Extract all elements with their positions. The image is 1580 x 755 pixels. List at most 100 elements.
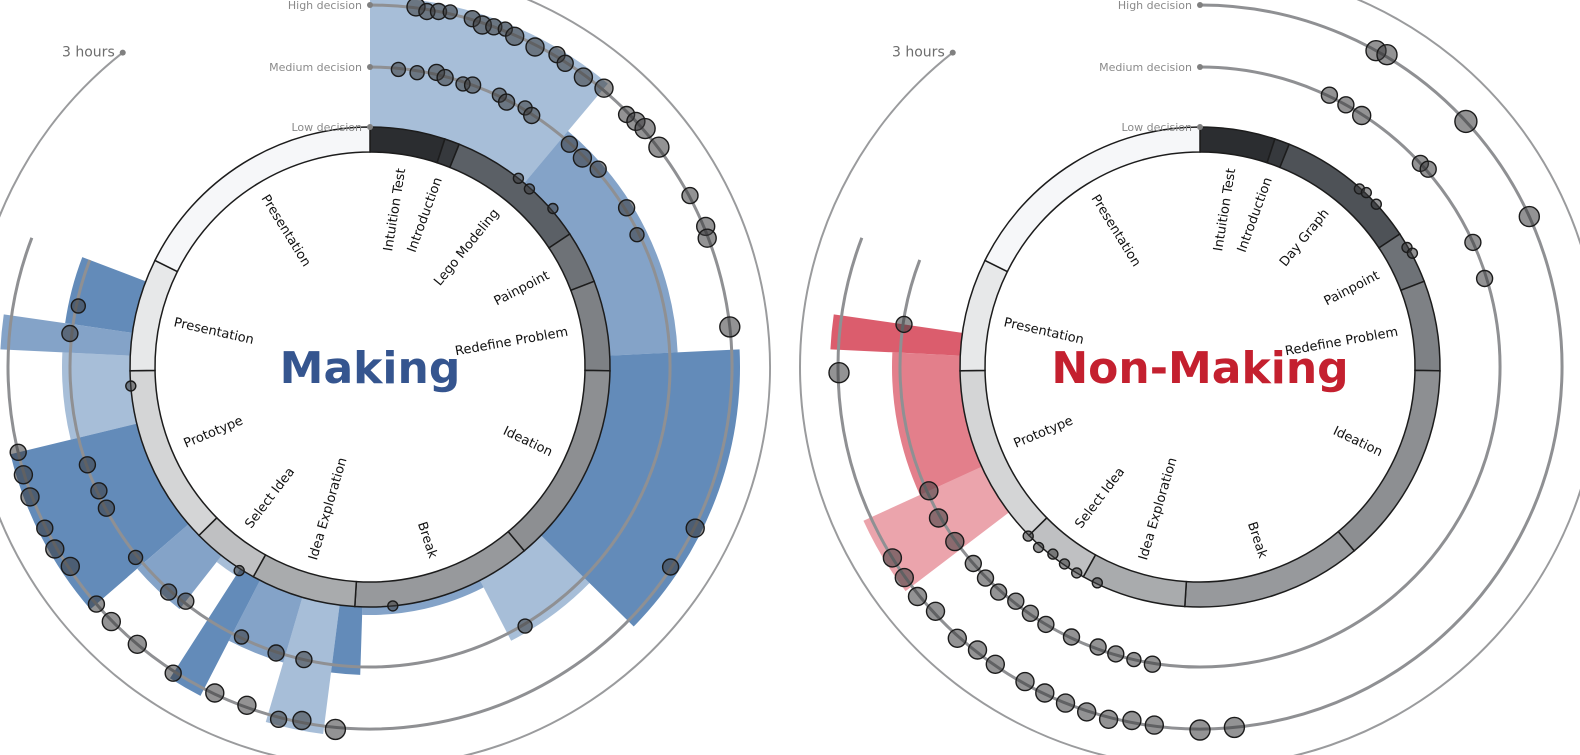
decision-point — [967, 640, 988, 660]
phase-ring — [129, 126, 611, 608]
decision-point — [573, 67, 594, 87]
decision-point — [907, 586, 928, 607]
decision-point — [512, 172, 525, 185]
decision-point — [390, 61, 407, 78]
phase-label: Select Idea — [1072, 465, 1128, 532]
time-ring — [0, 0, 771, 755]
decision-band — [10, 423, 189, 610]
decision-point — [697, 228, 717, 248]
decision-point — [1047, 548, 1059, 560]
phase-label: Painpoint — [1322, 268, 1382, 309]
level-marker — [367, 64, 373, 70]
decision-points — [828, 40, 1541, 741]
level-label: Low decision — [1121, 121, 1192, 134]
decision-point — [1370, 198, 1383, 210]
decision-point — [409, 64, 425, 81]
phase-ring — [959, 126, 1441, 608]
decision-point — [964, 554, 982, 573]
decision-point — [589, 160, 607, 178]
decision-point — [1091, 577, 1104, 589]
phase-label: Idea Exploration — [306, 456, 350, 562]
phase-label: Idea Exploration — [1136, 456, 1180, 562]
time-label: 3 hours — [62, 45, 115, 61]
level-marker — [1197, 64, 1203, 70]
decision-point — [125, 380, 137, 392]
time-label: 3 hours — [892, 45, 945, 61]
decision-point — [1189, 719, 1211, 741]
decision-point — [925, 601, 946, 621]
decision-point — [20, 487, 40, 507]
level-label: Low decision — [291, 121, 362, 134]
decision-point — [1337, 96, 1355, 114]
decision-point — [1070, 567, 1083, 579]
decision-point — [159, 583, 178, 601]
phase-label: Painpoint — [492, 268, 552, 309]
decision-point — [177, 592, 195, 610]
decision-band — [169, 568, 261, 696]
decision-point — [60, 556, 81, 577]
decision-point — [45, 539, 65, 559]
chart-title: Making — [280, 343, 461, 394]
decision-point — [882, 548, 903, 568]
decision-point — [61, 324, 79, 343]
decision-point — [70, 298, 87, 314]
phase-label: Introduction — [1235, 175, 1276, 254]
phase-label: Day Graph — [1277, 206, 1333, 270]
decision-band — [541, 349, 741, 627]
decision-point — [1143, 655, 1162, 673]
decision-point — [976, 569, 995, 587]
phase-label: Ideation — [500, 424, 554, 460]
phase-label: Break — [414, 520, 440, 561]
decision-point — [267, 644, 285, 662]
decision-point — [547, 202, 559, 215]
decision-point — [1021, 604, 1040, 622]
phase-segment — [129, 259, 179, 372]
decision-point — [295, 650, 313, 669]
time-marker — [949, 49, 956, 56]
decision-point — [1406, 247, 1419, 259]
decision-point — [1107, 645, 1125, 663]
decision-point — [719, 316, 741, 338]
decision-point — [989, 583, 1008, 601]
level-label: Medium decision — [269, 61, 362, 74]
time-ring — [799, 0, 1580, 755]
decision-point — [497, 93, 516, 111]
decision-band — [137, 524, 222, 610]
decision-point — [985, 654, 1005, 674]
decision-point — [517, 618, 533, 634]
decision-point — [1007, 592, 1025, 610]
decision-point — [1464, 233, 1482, 252]
decision-point — [90, 482, 108, 500]
decision-point — [1376, 44, 1398, 66]
time-marker — [119, 49, 126, 56]
phase-label: Redefine Problem — [454, 325, 569, 360]
decision-point — [560, 135, 579, 153]
level-label: High decision — [1118, 0, 1192, 12]
decision-band — [61, 352, 137, 440]
decision-point — [523, 106, 541, 125]
decision-point — [505, 26, 525, 46]
decision-point — [1062, 628, 1081, 646]
phase-label: Presentation — [258, 192, 314, 269]
decision-points — [9, 0, 741, 741]
decision-point — [919, 481, 939, 501]
decision-point — [1320, 86, 1339, 104]
decision-point — [127, 634, 148, 654]
decision-point — [87, 595, 106, 613]
decision-point — [1015, 671, 1035, 692]
radial-chart-0: Low decision Medium decision High decision… — [0, 0, 771, 755]
decision-point — [945, 531, 965, 552]
phase-label: Prototype — [182, 414, 246, 452]
decision-band — [830, 314, 963, 356]
decision-point — [617, 199, 636, 217]
decision-point — [525, 37, 545, 57]
decision-point — [233, 564, 245, 577]
decision-point — [97, 499, 116, 517]
phase-label: Select Idea — [242, 465, 298, 532]
level-marker — [367, 124, 373, 130]
phase-segment — [983, 126, 1201, 273]
decision-point — [594, 78, 614, 98]
decision-bands — [0, 0, 741, 735]
decision-point — [463, 76, 482, 94]
